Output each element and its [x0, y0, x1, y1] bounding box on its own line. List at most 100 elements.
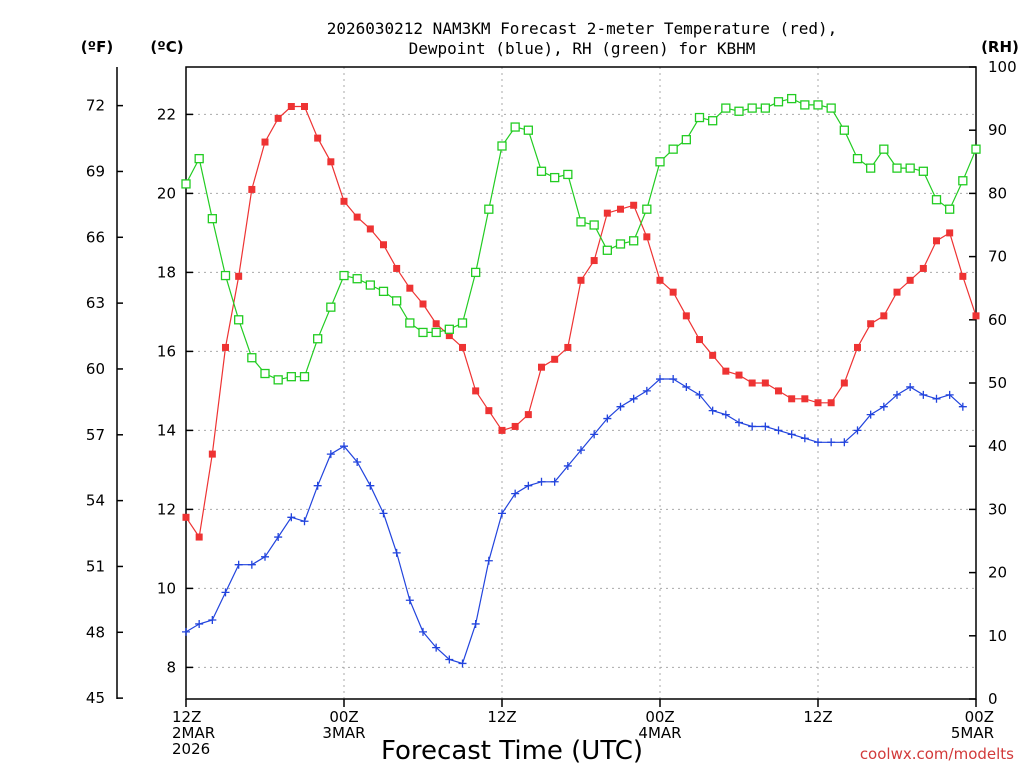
x-tick-label: 3MAR — [322, 724, 365, 742]
temperature-point — [445, 332, 453, 340]
x-tick-label: 12Z — [487, 708, 516, 726]
temperature-point — [248, 185, 256, 193]
rh-point — [444, 324, 454, 334]
rh-point — [550, 172, 560, 183]
temperature-point — [340, 197, 348, 205]
dewpoint-point — [945, 390, 954, 399]
dewpoint-point — [774, 426, 783, 435]
dewpoint-point — [748, 422, 757, 431]
rh-point — [536, 166, 547, 176]
rh-point — [879, 144, 889, 154]
rh-point — [497, 141, 507, 151]
dewpoint-point — [234, 560, 243, 569]
temperature-point — [761, 379, 769, 387]
rh-point — [839, 125, 849, 135]
dewpoint-point — [958, 402, 967, 411]
dewpoint-point — [392, 548, 401, 557]
temperature-point — [735, 371, 743, 379]
celsius-tick-label: 20 — [157, 184, 176, 202]
temperature-point — [366, 225, 374, 233]
x-tick-label: 00Z — [329, 708, 358, 726]
celsius-tick-label: 18 — [157, 263, 176, 281]
temperature-point — [643, 233, 651, 241]
rh-point — [194, 153, 204, 164]
rh-point — [931, 195, 942, 205]
temperature-point — [419, 300, 427, 308]
temperature-point — [788, 395, 796, 403]
temperature-point — [261, 138, 269, 146]
rh-tick-label: 100 — [988, 58, 1017, 76]
temperature-point — [656, 276, 664, 284]
fahrenheit-tick-label: 72 — [86, 97, 105, 115]
fahrenheit-tick-label: 51 — [86, 557, 105, 575]
dewpoint-point — [537, 477, 546, 486]
temperature-point — [867, 320, 875, 328]
rh-point — [694, 112, 705, 123]
dewpoint-point — [616, 402, 625, 411]
temperature-point — [919, 264, 927, 272]
chart-title-line-2: Dewpoint (blue), RH (green) for KBHM — [409, 39, 756, 58]
fahrenheit-tick-label: 48 — [86, 623, 105, 641]
rh-point — [602, 245, 612, 255]
temperature-point — [182, 513, 190, 521]
temperature-point — [603, 209, 611, 217]
rh-point — [326, 302, 336, 312]
temperature-point — [222, 343, 229, 351]
rh-tick-label: 60 — [988, 311, 1007, 329]
temperature-point — [669, 288, 677, 296]
rh-point — [339, 270, 349, 281]
temperature-point — [301, 103, 308, 110]
axes — [116, 66, 977, 707]
rh-point — [510, 122, 520, 132]
rh-point — [813, 100, 823, 110]
temperature-line — [185, 105, 977, 539]
fahrenheit-tick-label: 63 — [86, 294, 105, 312]
dewpoint-point — [313, 481, 322, 490]
temperature-point — [709, 351, 717, 359]
temperature-point — [564, 343, 572, 351]
x-tick-label: 00Z — [645, 708, 674, 726]
dewpoint-point — [827, 438, 836, 447]
rh-point — [668, 144, 678, 154]
rh-point — [892, 163, 902, 173]
rh-point — [615, 239, 626, 249]
rh-point — [431, 327, 441, 338]
fahrenheit-tick-label: 57 — [86, 426, 105, 444]
temperature-point — [814, 399, 822, 407]
temperature-point — [406, 284, 414, 292]
temperature-point — [327, 158, 335, 166]
temperature-point — [854, 343, 861, 351]
rh-tick-label: 80 — [988, 184, 1007, 202]
dewpoint-point — [261, 552, 269, 561]
dewpoint-point — [695, 390, 704, 399]
celsius-tick-label: 22 — [157, 105, 176, 123]
dewpoint-point — [458, 659, 467, 668]
rh-tick-label: 40 — [988, 437, 1007, 455]
rh-point — [747, 103, 757, 113]
dewpoint-point — [405, 596, 414, 605]
temperature-point — [801, 395, 809, 403]
data-series — [181, 93, 981, 668]
dewpoint-point — [247, 560, 256, 569]
dewpoint-point — [340, 442, 348, 451]
dewpoint-point — [484, 556, 493, 565]
rh-point — [576, 217, 586, 227]
dewpoint-point — [669, 375, 678, 384]
rh-point — [365, 280, 375, 290]
dewpoint-point — [800, 434, 809, 443]
dewpoint-point — [550, 477, 559, 486]
fahrenheit-tick-label: 54 — [86, 492, 105, 510]
rh-tick-label: 90 — [988, 121, 1007, 139]
series-dewpoint — [182, 375, 967, 668]
dewpoint-point — [814, 438, 822, 447]
dewpoint-point — [708, 406, 717, 415]
x-axis-label: Forecast Time (UTC) — [381, 736, 643, 766]
rh-point — [866, 163, 876, 173]
x-tick-label: 5MAR — [951, 724, 994, 742]
dewpoint-point — [366, 481, 375, 490]
celsius-tick-label: 10 — [157, 579, 176, 597]
temperature-point — [380, 241, 387, 249]
x-tick-label: 12Z — [172, 708, 201, 726]
temperature-point — [314, 134, 322, 142]
temperature-point — [682, 312, 690, 320]
